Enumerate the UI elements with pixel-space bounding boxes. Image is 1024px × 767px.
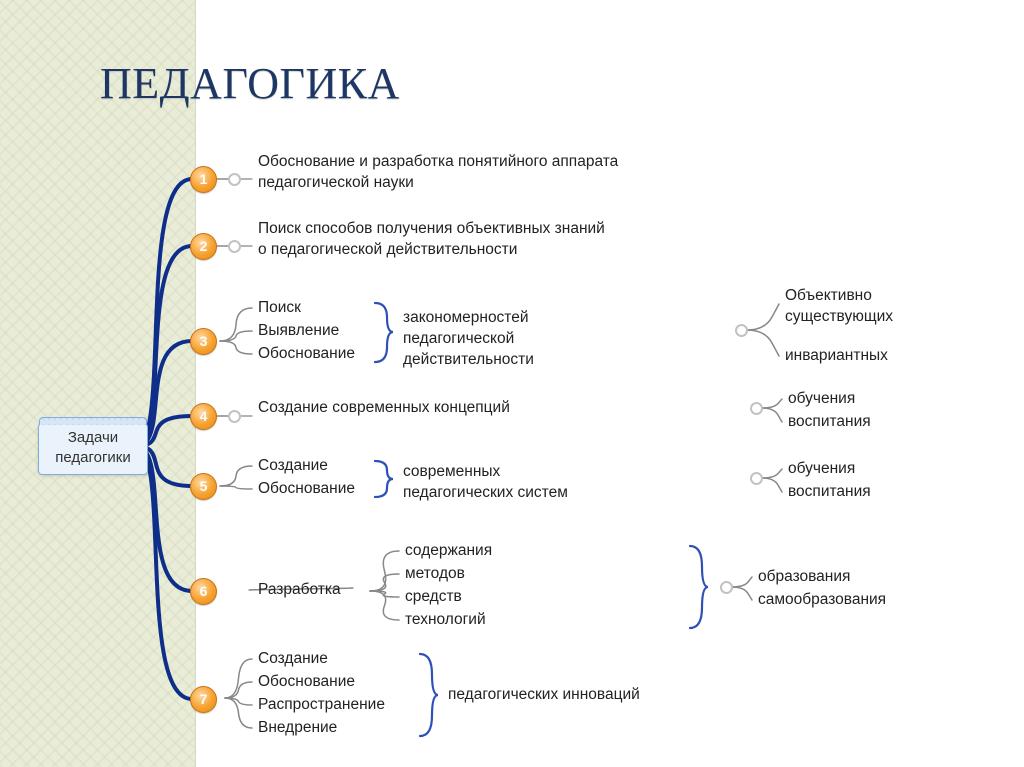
diagram-label: воспитания — [788, 412, 871, 433]
branch-badge-1: 1 — [190, 166, 217, 193]
diagram-label: Обоснование — [258, 344, 355, 365]
diagram-label: средств — [405, 587, 462, 608]
diagram-label: методов — [405, 564, 465, 585]
diagram-label: Разработка — [258, 580, 341, 601]
node-dot-icon — [720, 581, 733, 594]
node-dot-icon — [750, 472, 763, 485]
branch-badge-6: 6 — [190, 578, 217, 605]
root-label-2: педагогики — [55, 449, 131, 466]
notepad-binding-icon — [39, 417, 147, 425]
diagram-label: Объективносуществующих — [785, 286, 893, 328]
branch-badge-5: 5 — [190, 473, 217, 500]
branch-connectors — [0, 28, 1024, 767]
diagram-label: педагогических инноваций — [448, 685, 640, 706]
diagram-label: Выявление — [258, 321, 339, 342]
diagram-label: образования — [758, 567, 850, 588]
diagram-label: Поиск способов получения объективных зна… — [258, 219, 605, 261]
node-dot-icon — [735, 324, 748, 337]
branch-badge-2: 2 — [190, 233, 217, 260]
node-dot-icon — [228, 410, 241, 423]
diagram-label: обучения — [788, 389, 855, 410]
node-dot-icon — [228, 173, 241, 186]
diagram-label: обучения — [788, 459, 855, 480]
diagram-label: Обоснование — [258, 672, 355, 693]
node-dot-icon — [750, 402, 763, 415]
diagram-label: инвариантных — [785, 346, 888, 367]
diagram-label: Создание — [258, 456, 328, 477]
diagram-label: Внедрение — [258, 718, 337, 739]
diagram-label: Поиск — [258, 298, 301, 319]
branch-badge-7: 7 — [190, 686, 217, 713]
root-label-1: Задачи — [68, 429, 118, 446]
diagram-label: Создание современных концепций — [258, 398, 510, 419]
root-node: Задачи педагогики — [38, 423, 148, 475]
branch-badge-3: 3 — [190, 328, 217, 355]
diagram-label: содержания — [405, 541, 492, 562]
diagram-label: воспитания — [788, 482, 871, 503]
diagram-label: Распространение — [258, 695, 385, 716]
branch-badge-4: 4 — [190, 403, 217, 430]
diagram-label: современныхпедагогических систем — [403, 462, 568, 504]
diagram-label: Обоснование — [258, 479, 355, 500]
diagram-label: технологий — [405, 610, 486, 631]
diagram-label: самообразования — [758, 590, 886, 611]
diagram-label: Обоснование и разработка понятийного апп… — [258, 152, 618, 194]
diagram-label: Создание — [258, 649, 328, 670]
diagram-page: ПЕДАГОГИКА Задачи педагогики 1 Обосновани… — [0, 28, 1024, 767]
node-dot-icon — [228, 240, 241, 253]
diagram-label: закономерностейпедагогическойдействитель… — [403, 308, 534, 371]
page-title: ПЕДАГОГИКА — [100, 58, 400, 109]
